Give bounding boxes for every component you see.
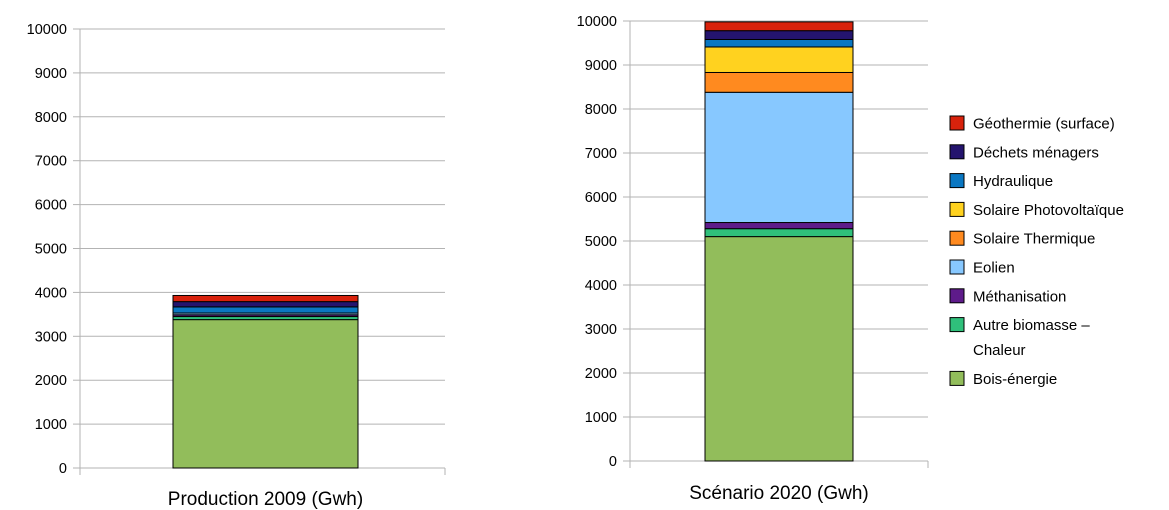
y-tick-label: 1000 bbox=[35, 417, 67, 433]
legend-swatch bbox=[949, 259, 965, 275]
bar-segment bbox=[172, 306, 359, 314]
y-tick-label: 10000 bbox=[27, 22, 67, 38]
legend-item: Solaire Photovoltaïque bbox=[949, 201, 1124, 219]
legend-label: Méthanisation bbox=[973, 288, 1066, 305]
chart-1: 0 1000 2000 3000 4000 5000 6000 7000 8000 9000 100… bbox=[27, 22, 446, 510]
legend-item: Bois-énergie bbox=[949, 370, 1057, 388]
y-tick-label: 10000 bbox=[577, 14, 617, 30]
legend-item: Autre biomasse – Chaleur bbox=[949, 317, 1090, 359]
legend-item: Solaire Thermique bbox=[949, 230, 1095, 248]
legend-label: Eolien bbox=[973, 260, 1015, 277]
legend-swatch bbox=[949, 317, 965, 333]
legend-label: Déchets ménagers bbox=[973, 144, 1099, 161]
legend-label: Géothermie (surface) bbox=[973, 116, 1115, 133]
y-tick-label: 9000 bbox=[35, 66, 67, 82]
legend-swatch bbox=[949, 288, 965, 304]
bar-segment bbox=[704, 236, 854, 462]
y-tick-label: 6000 bbox=[585, 190, 617, 206]
bar-segment bbox=[704, 71, 854, 93]
y-tick-label: 0 bbox=[609, 454, 617, 470]
legend-label: Hydraulique bbox=[973, 173, 1053, 190]
legend: Géothermie (surface) Déchets ménagers Hydr… bbox=[949, 115, 1124, 388]
y-tick-label: 3000 bbox=[35, 329, 67, 345]
legend-label: Solaire Photovoltaïque bbox=[973, 202, 1124, 219]
legend-item: Géothermie (surface) bbox=[949, 115, 1115, 133]
y-tick-label: 7000 bbox=[585, 146, 617, 162]
legend-item: Hydraulique bbox=[949, 173, 1053, 190]
legend-item: Déchets ménagers bbox=[949, 144, 1099, 161]
legend-label-line2: Chaleur bbox=[973, 342, 1026, 359]
y-tick-label: 5000 bbox=[585, 234, 617, 250]
bar-segment bbox=[704, 46, 854, 73]
y-tick-label: 7000 bbox=[35, 154, 67, 170]
y-tick-label: 0 bbox=[59, 461, 67, 477]
y-tick-label: 8000 bbox=[35, 110, 67, 126]
bar-segment bbox=[172, 301, 359, 308]
legend-swatch bbox=[949, 144, 965, 160]
y-tick-label: 8000 bbox=[585, 102, 617, 118]
legend-label: Bois-énergie bbox=[973, 371, 1057, 388]
bar-segment bbox=[704, 21, 854, 32]
legend-swatch bbox=[949, 230, 965, 246]
bar-segment bbox=[704, 222, 854, 230]
legend-item: Méthanisation bbox=[949, 288, 1066, 305]
legend-label: Solaire Thermique bbox=[973, 231, 1095, 248]
y-tick-label: 9000 bbox=[585, 58, 617, 74]
y-tick-label: 6000 bbox=[35, 198, 67, 214]
bar-segment bbox=[704, 30, 854, 40]
legend-swatch bbox=[949, 173, 965, 189]
x-category-label: Scénario 2020 (Gwh) bbox=[689, 483, 869, 504]
bar-segment bbox=[704, 38, 854, 48]
bar-segment bbox=[172, 319, 359, 469]
y-tick-label: 1000 bbox=[585, 410, 617, 426]
y-tick-label: 3000 bbox=[585, 322, 617, 338]
y-tick-label: 5000 bbox=[35, 242, 67, 258]
legend-swatch bbox=[949, 115, 965, 131]
bar-segment bbox=[704, 228, 854, 238]
y-tick-label: 2000 bbox=[585, 366, 617, 382]
bar-segment bbox=[704, 91, 854, 224]
legend-swatch bbox=[949, 370, 965, 386]
x-category-label: Production 2009 (Gwh) bbox=[168, 489, 363, 510]
legend-swatch bbox=[949, 201, 965, 217]
y-tick-label: 2000 bbox=[35, 373, 67, 389]
legend-item: Eolien bbox=[949, 259, 1015, 277]
y-tick-label: 4000 bbox=[35, 285, 67, 301]
chart-2: 0 1000 2000 3000 4000 5000 6000 7000 8000 9000 100… bbox=[577, 14, 929, 504]
y-tick-label: 4000 bbox=[585, 278, 617, 294]
legend-label: Autre biomasse – bbox=[973, 317, 1090, 334]
bar-segment bbox=[172, 294, 359, 303]
